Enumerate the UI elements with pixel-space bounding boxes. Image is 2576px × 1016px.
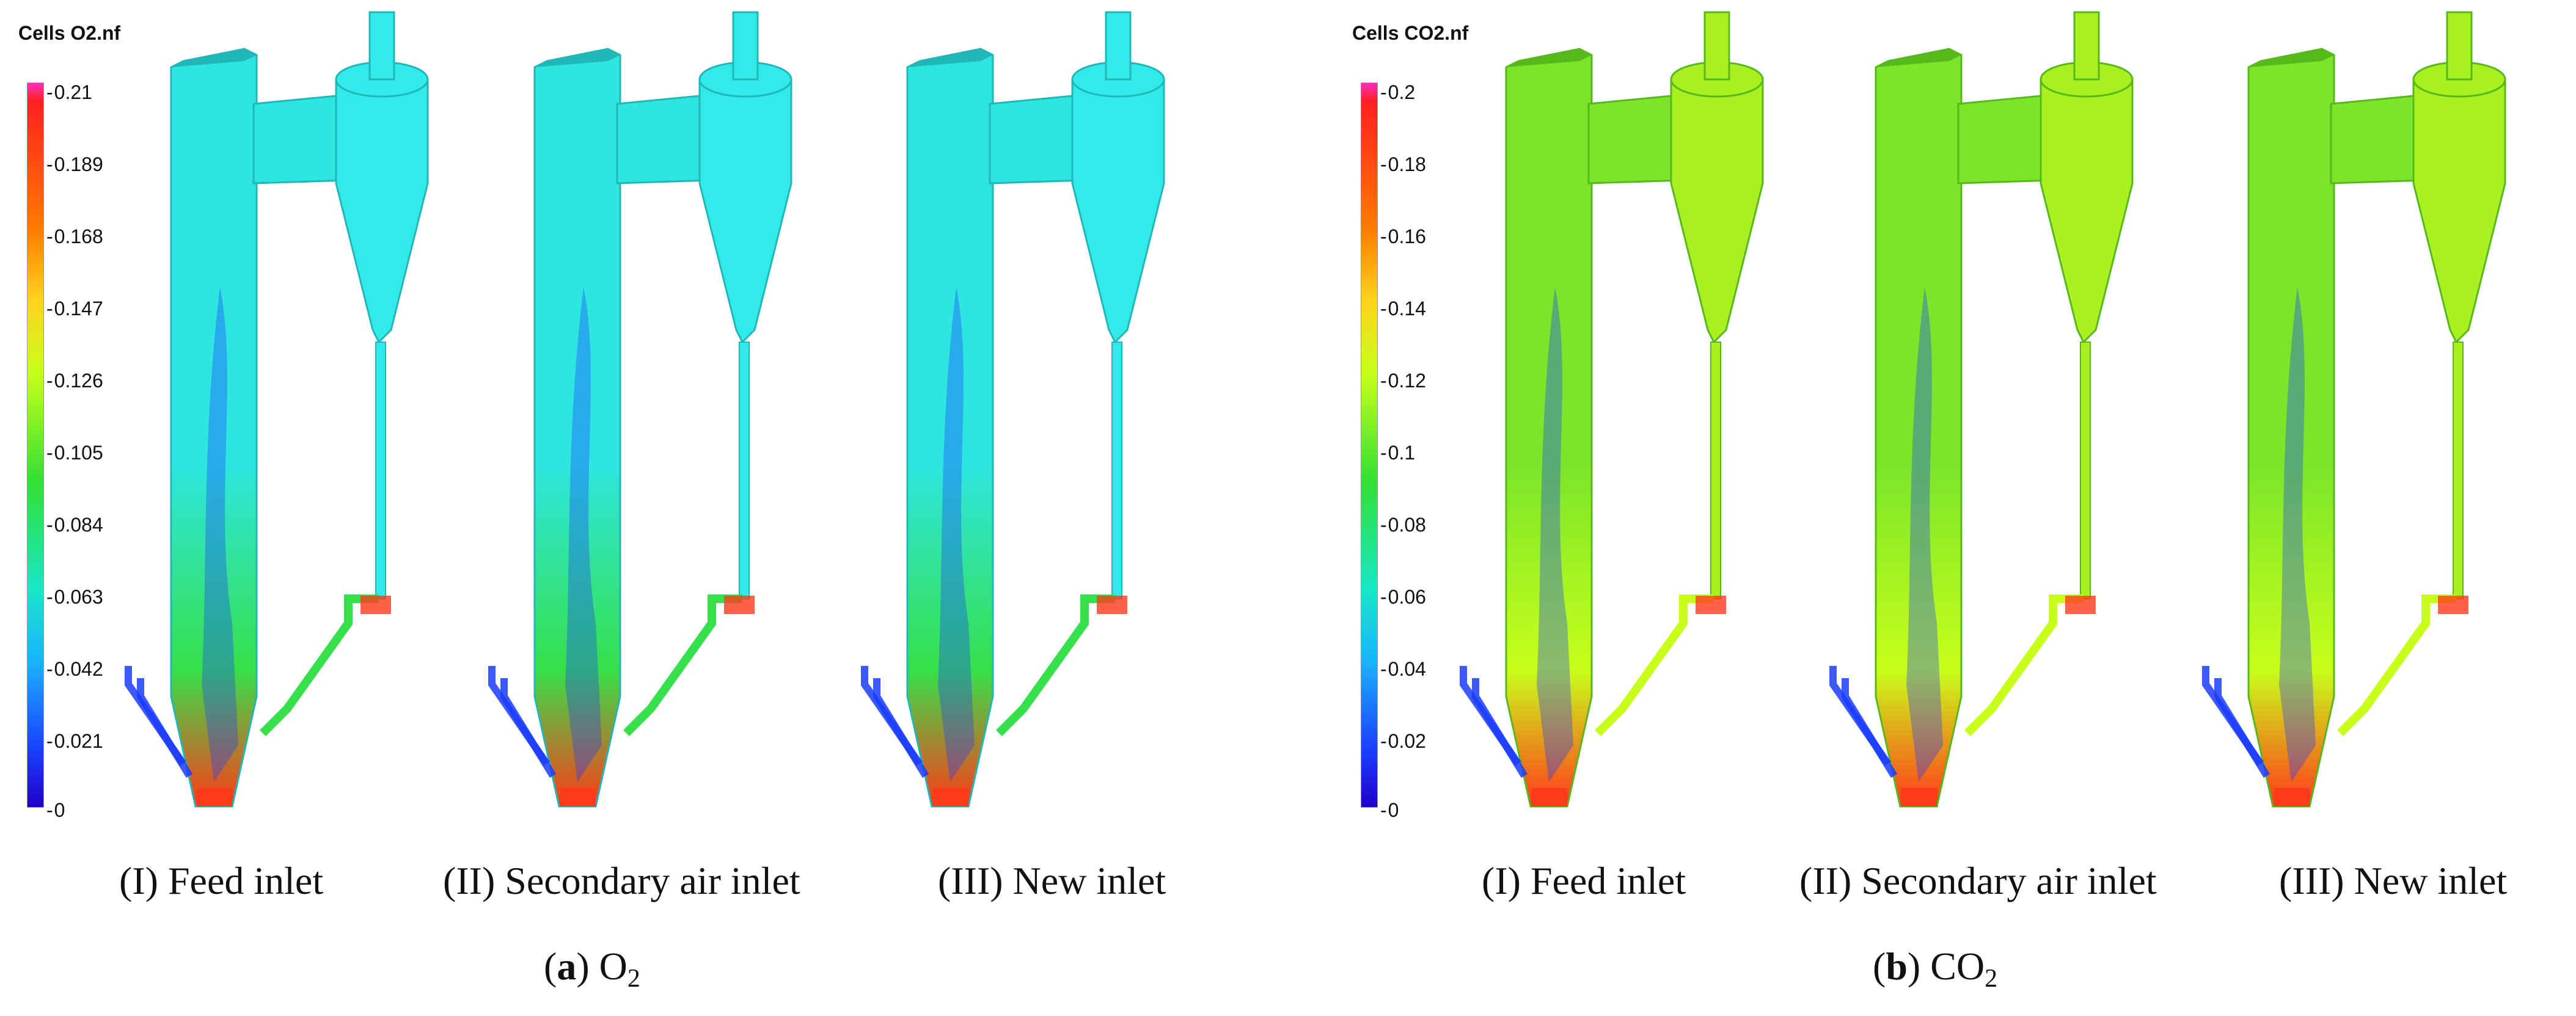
reactor-model: [861, 11, 1165, 808]
caption-a: (a) O2: [544, 945, 640, 993]
colorbar-tick: 0: [1380, 800, 1399, 820]
reactor-label: (III) New inlet: [938, 859, 1166, 902]
colorbar-title: Cells CO2.nf: [1352, 22, 1469, 44]
colorbar-tick: 0.1: [1380, 443, 1415, 462]
caption-letter: a: [557, 945, 577, 988]
caption-b: (b) CO2: [1873, 945, 1998, 993]
colorbar-tick: 0.08: [1380, 515, 1426, 535]
reactor-model: [2202, 11, 2506, 808]
caption-letter: b: [1886, 945, 1908, 988]
caption-species: CO: [1930, 945, 1985, 988]
colorbar-tick: 0.21: [46, 82, 92, 102]
reactor-label: (II) Secondary air inlet: [1799, 859, 2157, 902]
colorbar-tick: 0.147: [46, 299, 103, 318]
caption-subscript: 2: [627, 965, 640, 993]
colorbar-tick: 0.02: [1380, 731, 1426, 751]
reactor-model: [1829, 11, 2134, 808]
colorbar-title: Cells O2.nf: [18, 22, 121, 44]
colorbar-tick: 0.189: [46, 155, 103, 174]
colorbar-tick: 0.18: [1380, 155, 1426, 174]
reactor-model: [488, 11, 792, 808]
colorbar-tick: 0.168: [46, 227, 103, 246]
colorbar-tick: 0.063: [46, 587, 103, 607]
colorbar-tick: 0.2: [1380, 82, 1415, 102]
colorbar-tick: 0.16: [1380, 227, 1426, 246]
colorbar-tick: 0.042: [46, 659, 103, 679]
reactor-label: (III) New inlet: [2279, 859, 2508, 902]
colorbar-gradient: [27, 82, 44, 808]
colorbar-tick: 0: [46, 800, 65, 820]
caption-species: O: [599, 945, 628, 988]
colorbar-tick: 0.04: [1380, 659, 1426, 679]
reactor-label: (I) Feed inlet: [119, 859, 324, 902]
reactor-model: [125, 11, 429, 808]
caption-subscript: 2: [1985, 965, 1998, 993]
colorbar-tick: 0.126: [46, 371, 103, 390]
reactor-model: [1460, 11, 1764, 808]
colorbar-tick: 0.12: [1380, 371, 1426, 390]
reactor-label: (II) Secondary air inlet: [443, 859, 800, 902]
colorbar-gradient: [1361, 82, 1378, 808]
colorbar-tick: 0.084: [46, 515, 103, 535]
colorbar-tick: 0.021: [46, 731, 103, 751]
reactor-label: (I) Feed inlet: [1482, 859, 1686, 902]
colorbar-tick: 0.14: [1380, 299, 1426, 318]
colorbar-tick: 0.06: [1380, 587, 1426, 607]
colorbar-tick: 0.105: [46, 443, 103, 462]
